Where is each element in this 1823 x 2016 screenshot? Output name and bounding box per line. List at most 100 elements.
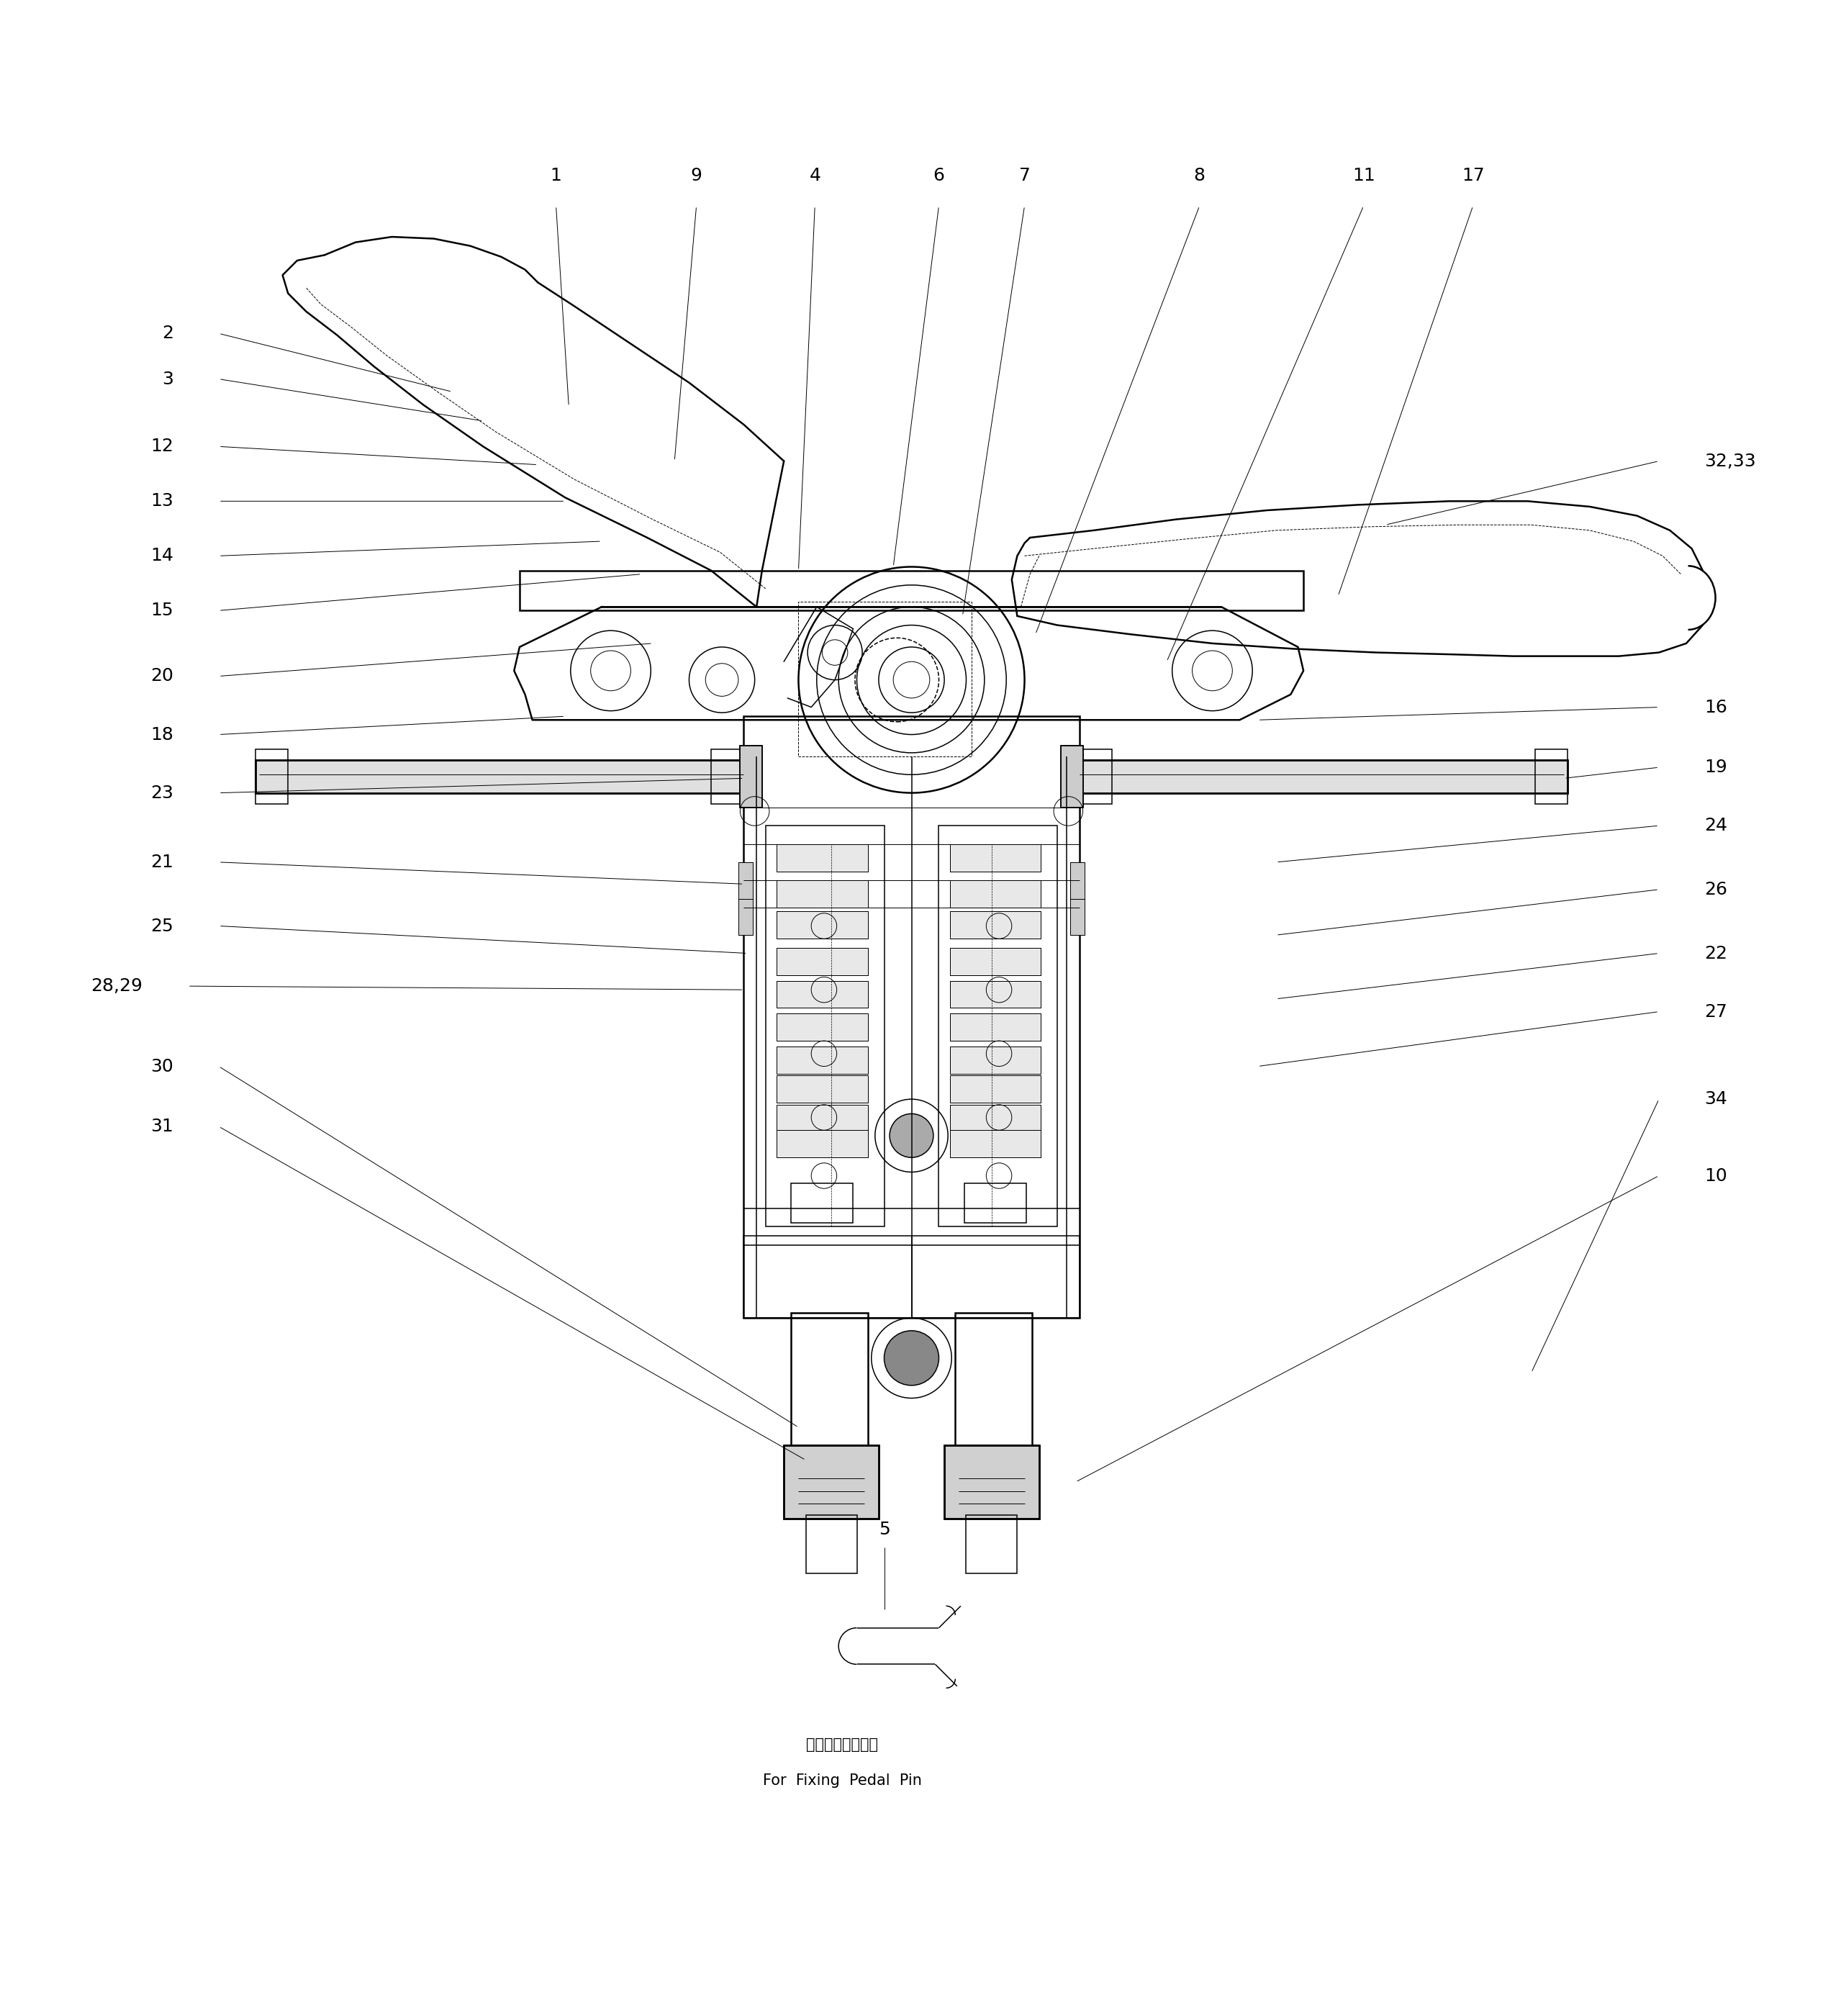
Bar — [950, 881, 1041, 907]
Bar — [738, 863, 753, 899]
Bar — [1076, 760, 1568, 792]
Bar — [777, 1105, 868, 1131]
Circle shape — [884, 1331, 939, 1385]
Bar — [1070, 863, 1085, 899]
Bar — [950, 980, 1041, 1008]
Text: 23: 23 — [149, 784, 173, 802]
Bar — [255, 760, 747, 792]
Bar — [744, 716, 1079, 1318]
Text: 5: 5 — [879, 1520, 890, 1538]
Text: 8: 8 — [1194, 167, 1205, 183]
Text: 26: 26 — [1705, 881, 1728, 899]
Bar — [777, 1046, 868, 1075]
Text: 22: 22 — [1705, 946, 1728, 962]
Text: ペダルピン固定用: ペダルピン固定用 — [806, 1738, 879, 1752]
Bar — [777, 1105, 868, 1131]
Bar — [777, 980, 868, 1008]
Bar — [777, 911, 868, 939]
Bar — [777, 948, 868, 976]
Bar — [1076, 750, 1112, 804]
Text: 9: 9 — [691, 167, 702, 183]
Bar — [950, 1105, 1041, 1131]
Bar — [777, 845, 868, 871]
Text: 16: 16 — [1705, 700, 1728, 716]
Text: 25: 25 — [149, 917, 173, 935]
Bar — [950, 1131, 1041, 1157]
Text: 13: 13 — [149, 492, 173, 510]
Bar — [806, 1514, 857, 1572]
Bar — [777, 911, 868, 939]
Bar — [944, 1445, 1039, 1518]
Text: 11: 11 — [1353, 167, 1375, 183]
Bar — [738, 899, 753, 935]
Bar — [255, 760, 747, 792]
Text: 12: 12 — [149, 437, 173, 456]
Bar — [255, 750, 288, 804]
Bar — [744, 1236, 1079, 1318]
Bar — [777, 1131, 868, 1157]
Text: 19: 19 — [1705, 758, 1728, 776]
Bar — [950, 1014, 1041, 1040]
Bar — [950, 1131, 1041, 1157]
Bar — [777, 948, 868, 976]
Bar — [1535, 750, 1568, 804]
Text: 18: 18 — [149, 726, 173, 744]
Text: 17: 17 — [1462, 167, 1484, 183]
Bar — [1061, 746, 1083, 808]
Text: 28,29: 28,29 — [91, 978, 142, 994]
Text: 27: 27 — [1705, 1004, 1728, 1020]
Bar — [711, 750, 747, 804]
Bar — [784, 1445, 879, 1518]
Text: 21: 21 — [149, 853, 173, 871]
Bar — [766, 827, 884, 1228]
Text: 14: 14 — [149, 546, 173, 564]
Bar — [950, 1014, 1041, 1040]
Text: 32,33: 32,33 — [1705, 452, 1756, 470]
Bar — [950, 1075, 1041, 1103]
Bar — [777, 845, 868, 871]
Bar — [950, 948, 1041, 976]
Text: 34: 34 — [1705, 1091, 1728, 1109]
Bar — [950, 1075, 1041, 1103]
Bar — [738, 863, 753, 899]
Text: 1: 1 — [551, 167, 561, 183]
Bar — [950, 845, 1041, 871]
Bar — [944, 1445, 1039, 1518]
Text: 3: 3 — [162, 371, 173, 387]
Bar — [777, 881, 868, 907]
Bar — [777, 1131, 868, 1157]
Bar — [1070, 899, 1085, 935]
Bar — [1070, 863, 1085, 899]
Text: 2: 2 — [162, 325, 173, 343]
Bar — [791, 1183, 853, 1224]
Bar — [798, 601, 972, 756]
Bar — [966, 1514, 1017, 1572]
Text: 20: 20 — [149, 667, 173, 685]
Bar — [777, 980, 868, 1008]
Bar — [955, 1312, 1032, 1456]
Bar — [939, 827, 1057, 1228]
Circle shape — [890, 1113, 933, 1157]
Bar — [950, 980, 1041, 1008]
Text: 6: 6 — [933, 167, 944, 183]
Text: 15: 15 — [151, 603, 173, 619]
Bar — [950, 881, 1041, 907]
Bar — [950, 911, 1041, 939]
Text: 4: 4 — [809, 167, 820, 183]
Text: 24: 24 — [1705, 816, 1728, 835]
Bar — [950, 911, 1041, 939]
Bar — [740, 746, 762, 808]
Text: 7: 7 — [1019, 167, 1030, 183]
Bar — [950, 1046, 1041, 1075]
Bar — [964, 1183, 1026, 1224]
Bar — [950, 1105, 1041, 1131]
Bar — [1070, 899, 1085, 935]
Text: 31: 31 — [149, 1117, 173, 1135]
Bar — [520, 571, 1303, 611]
Bar — [950, 1046, 1041, 1075]
Bar — [738, 899, 753, 935]
Bar — [777, 1075, 868, 1103]
Text: 10: 10 — [1705, 1167, 1728, 1183]
Bar — [798, 1445, 860, 1474]
Bar — [740, 746, 762, 808]
